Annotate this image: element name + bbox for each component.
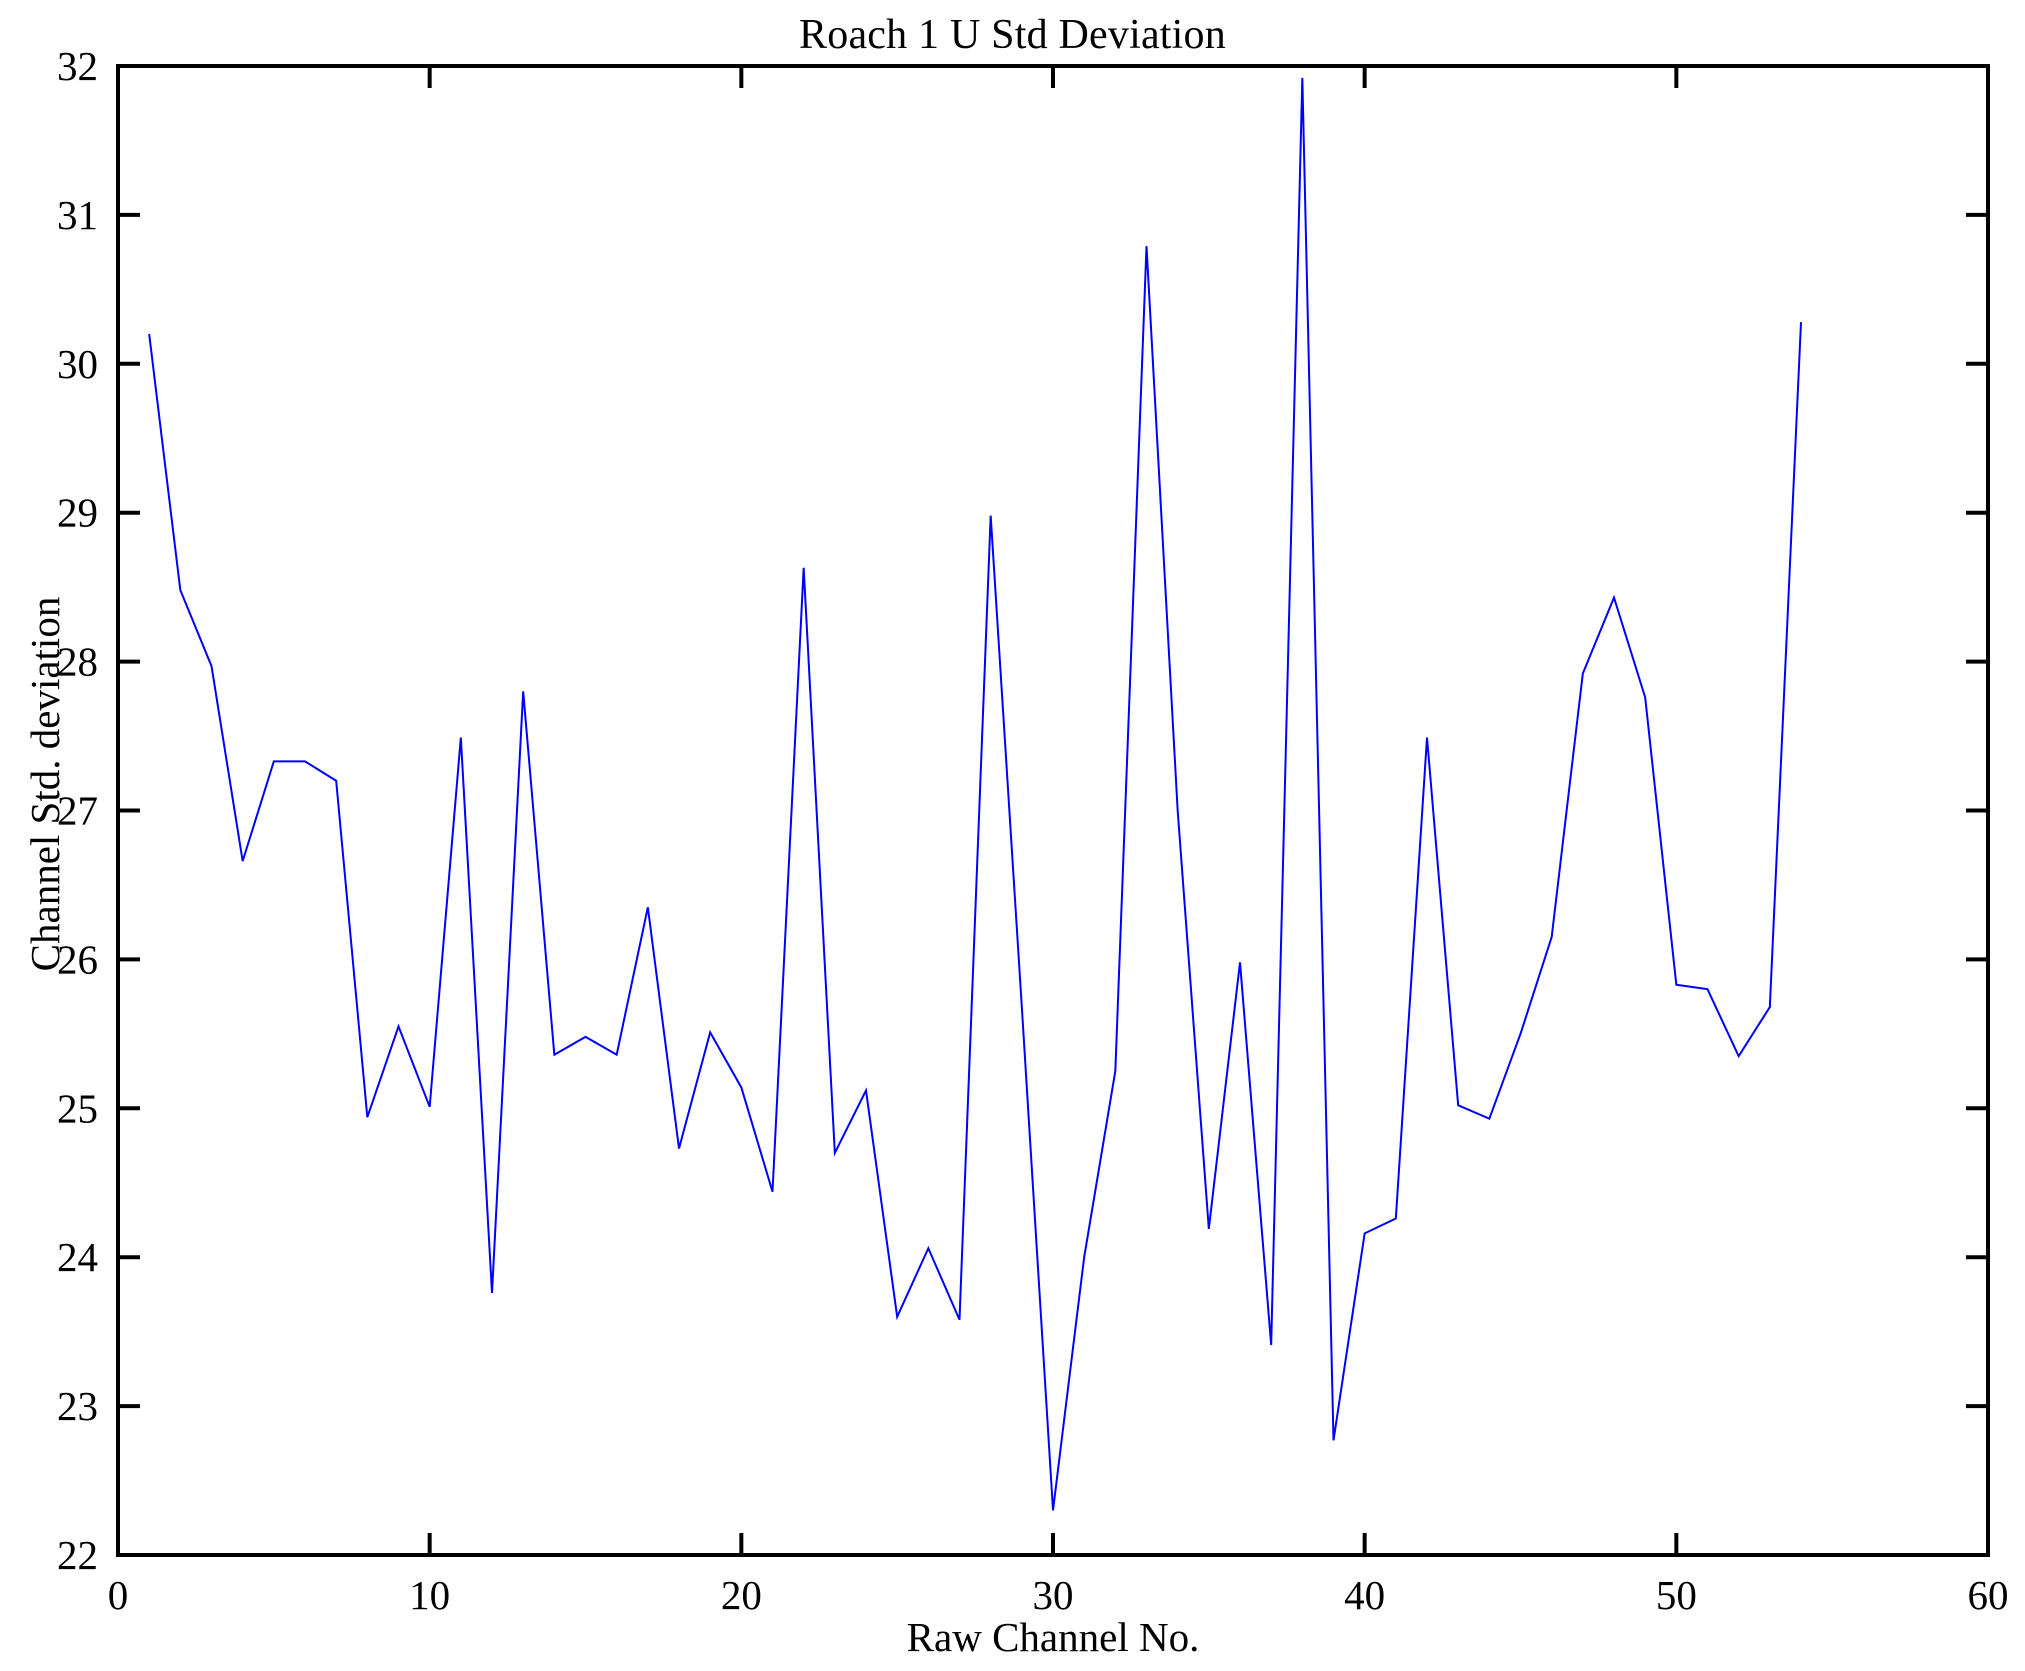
y-tick-label: 22: [57, 1532, 98, 1578]
data-series-group: [148, 77, 1802, 1511]
x-axis-ticks: 0 10 20 30 40 50 60: [108, 66, 2009, 1618]
y-tick-label: 30: [57, 341, 98, 387]
y-tick-label: 25: [57, 1085, 98, 1131]
y-tick-label: 24: [57, 1234, 98, 1280]
x-axis-label: Raw Channel No.: [906, 1614, 1200, 1660]
x-tick-label: 20: [721, 1572, 762, 1618]
x-tick-label: 40: [1344, 1572, 1385, 1618]
axes-frame: [116, 64, 1990, 1557]
y-axis-ticks: 22 23 24 25 26 27 28 29 30 31 32: [57, 43, 1988, 1578]
y-tick-label: 23: [57, 1383, 98, 1429]
x-tick-label: 50: [1656, 1572, 1697, 1618]
y-tick-label: 32: [57, 43, 98, 89]
x-tick-label: 30: [1033, 1572, 1074, 1618]
page-title: Roach 1 U Std Deviation: [799, 12, 1226, 58]
y-tick-label: 28: [57, 639, 98, 685]
x-tick-label: 10: [409, 1572, 450, 1618]
y-tick-label: 29: [57, 490, 98, 536]
y-tick-label: 31: [57, 192, 98, 238]
y-axis-label: Channel Std. deviation: [22, 596, 68, 972]
y-tick-label: 26: [57, 936, 98, 982]
axes-box: [116, 64, 1990, 1557]
x-tick-label: 0: [108, 1572, 129, 1618]
x-tick-label: 60: [1968, 1572, 2009, 1618]
y-tick-label: 27: [57, 788, 98, 834]
data-line: [148, 77, 1802, 1511]
